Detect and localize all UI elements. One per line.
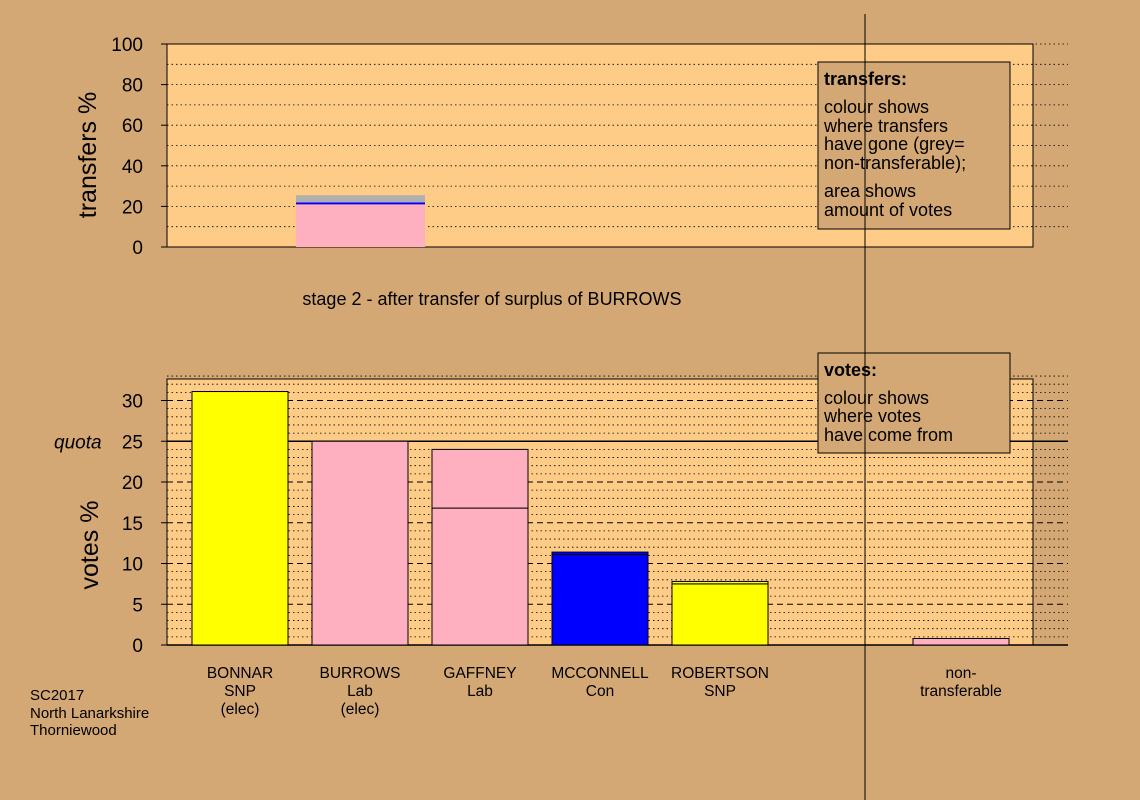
transfers-box-line: have gone (grey= bbox=[824, 134, 965, 154]
transfers-bars bbox=[296, 195, 425, 247]
votes-box-line: have come from bbox=[824, 425, 953, 445]
transfers-info-box: transfers: colour shows where transfers … bbox=[817, 61, 1011, 230]
y-tick-label: 0 bbox=[132, 238, 143, 259]
votes-y-axis-label: votes % bbox=[76, 501, 104, 590]
candidate-label: (elec) bbox=[221, 701, 260, 718]
votes-box-line: colour shows bbox=[824, 388, 929, 408]
transfer-segment-non_transferable bbox=[296, 195, 425, 203]
transfers-box-line: amount of votes bbox=[824, 200, 952, 220]
transfer-segment-Lab bbox=[296, 204, 425, 247]
transfers-box-line: area shows bbox=[824, 181, 916, 201]
candidate-label: ROBERTSON bbox=[671, 665, 769, 682]
y-tick-label: 20 bbox=[122, 473, 143, 494]
votes-y-ticks: 0 5 10 15 20 25 30 quota bbox=[54, 392, 167, 657]
y-tick-label: 40 bbox=[122, 157, 143, 178]
transfers-y-axis-label: transfers % bbox=[74, 92, 102, 218]
vote-bar-segment bbox=[671, 580, 769, 585]
y-tick-label: 30 bbox=[122, 392, 143, 413]
candidate-label: BURROWS bbox=[320, 665, 401, 682]
y-tick-label: 5 bbox=[132, 595, 143, 616]
y-tick-label: 20 bbox=[122, 197, 143, 218]
vote-bar-segment bbox=[431, 507, 529, 646]
transfers-box-line: where transfers bbox=[823, 116, 948, 136]
votes-box-title: votes: bbox=[824, 360, 877, 380]
y-tick-label: 25 bbox=[122, 432, 143, 453]
vote-bar-segment bbox=[191, 391, 289, 646]
votes-box-line: where votes bbox=[823, 406, 921, 426]
y-tick-label: 10 bbox=[122, 555, 143, 576]
transfer-segment-Con bbox=[296, 202, 425, 205]
vote-bar-segment bbox=[551, 551, 649, 556]
vote-bar-segment bbox=[551, 554, 649, 646]
vote-bar-segment bbox=[671, 583, 769, 646]
candidate-label: non- bbox=[945, 665, 976, 682]
votes-info-box: votes: colour shows where votes have com… bbox=[817, 352, 1011, 454]
y-tick-label: 80 bbox=[122, 76, 143, 97]
candidate-label: transferable bbox=[920, 683, 1002, 700]
transfers-grid bbox=[167, 43, 1068, 228]
quota-label: quota bbox=[54, 432, 102, 453]
candidate-label: Lab bbox=[347, 683, 373, 700]
transfers-y-ticks: 0 20 40 60 80 100 bbox=[111, 35, 167, 259]
footer-line: North Lanarkshire bbox=[30, 705, 149, 722]
transfers-box-title: transfers: bbox=[824, 69, 907, 89]
vote-bar-segment bbox=[431, 448, 529, 509]
candidate-label: GAFFNEY bbox=[443, 665, 516, 682]
candidate-label: SNP bbox=[704, 683, 736, 700]
vote-bar-segment bbox=[912, 637, 1010, 646]
vote-bar-segment bbox=[311, 440, 409, 646]
transfers-box-line: colour shows bbox=[824, 97, 929, 117]
stage-label: stage 2 - after transfer of surplus of B… bbox=[302, 289, 681, 309]
y-tick-label: 0 bbox=[132, 636, 143, 657]
footer-line: Thorniewood bbox=[30, 722, 117, 739]
votes-bars bbox=[191, 391, 1010, 646]
y-tick-label: 60 bbox=[122, 116, 143, 137]
candidate-label: Con bbox=[586, 683, 614, 700]
candidate-label: (elec) bbox=[341, 701, 380, 718]
transfers-box-line: non-transferable); bbox=[824, 153, 966, 173]
footer-line: SC2017 bbox=[30, 687, 84, 704]
candidate-label: BONNAR bbox=[207, 665, 273, 682]
y-tick-label: 15 bbox=[122, 514, 143, 535]
y-tick-label: 100 bbox=[111, 35, 143, 56]
candidate-labels: BONNARSNP(elec)BURROWSLab(elec)GAFFNEYLa… bbox=[207, 665, 1002, 718]
candidate-label: MCCONNELL bbox=[551, 665, 649, 682]
candidate-label: Lab bbox=[467, 683, 493, 700]
footer: SC2017 North Lanarkshire Thorniewood bbox=[30, 687, 149, 739]
candidate-label: SNP bbox=[224, 683, 256, 700]
